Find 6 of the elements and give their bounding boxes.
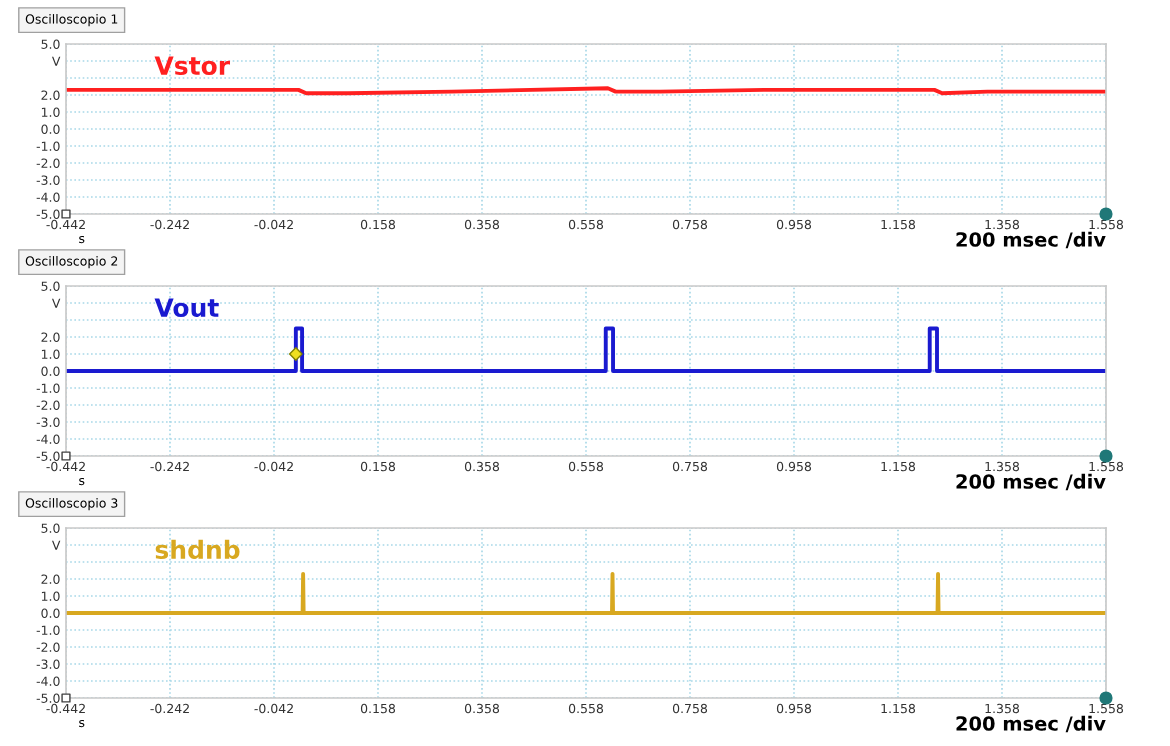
text: 200 msec /div — [956, 231, 1106, 249]
text: shdnb — [155, 539, 240, 560]
series-label: Vstor — [154, 56, 231, 76]
text: Vout — [154, 298, 219, 318]
text: 200 msec /div — [956, 473, 1106, 491]
text: 200 msec /div — [956, 715, 1106, 733]
